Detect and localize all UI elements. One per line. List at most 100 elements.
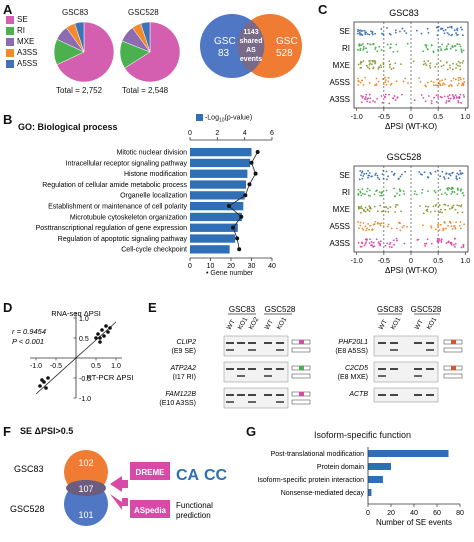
c-gsc83-dot xyxy=(361,95,364,98)
c-gsc528-dot xyxy=(445,242,448,244)
c-gsc83-dot xyxy=(380,95,383,97)
c-gsc528-dot xyxy=(447,177,450,180)
c-gsc528-dot xyxy=(367,222,369,225)
c-gsc83-dot xyxy=(446,95,449,98)
c-gsc83-dot xyxy=(450,34,453,37)
c-gsc528-dot xyxy=(364,242,367,245)
legend-item-ri: RI xyxy=(6,25,46,36)
c-gsc83-dot xyxy=(456,28,458,31)
e-band xyxy=(426,342,434,344)
c-gsc83-dot xyxy=(365,64,368,67)
d-y-tick-label: 1.0 xyxy=(79,316,89,323)
pie1-total: Total = 2,752 xyxy=(56,86,103,95)
go-dot xyxy=(243,193,248,198)
c-gsc83-dot xyxy=(451,46,454,49)
venn-diagram: GSC 83 GSC 528 1143 shared AS events xyxy=(200,14,302,78)
legend-swatch xyxy=(6,15,14,24)
c-gsc528-dot xyxy=(460,246,463,249)
c-gsc528-dot xyxy=(374,174,376,176)
e-band xyxy=(226,349,234,351)
c-gsc83-dot xyxy=(462,93,465,96)
c-gsc83-dot xyxy=(442,64,445,67)
c-gsc528-dot xyxy=(388,243,391,246)
e-band xyxy=(237,342,245,344)
legend-item-a3ss: A3SS xyxy=(6,47,46,58)
c-gsc83-dot xyxy=(427,31,430,34)
go-top-tick-label: 0 xyxy=(188,130,192,137)
c-gsc528-dot xyxy=(459,169,461,172)
legend-swatch xyxy=(6,37,14,46)
c-gsc528-dot xyxy=(368,189,371,192)
c-gsc83-dot xyxy=(380,66,383,69)
c-gsc528-dot xyxy=(459,189,462,192)
c-gsc528-dot xyxy=(454,245,456,248)
c-gsc528-dot xyxy=(438,211,440,214)
c-gsc83-dot xyxy=(388,60,391,63)
c-gsc528-dot xyxy=(397,177,400,180)
c-gsc528-dot xyxy=(364,225,367,228)
c-gsc83-dot xyxy=(418,77,421,79)
c-gsc528-dot xyxy=(372,223,375,226)
e-band xyxy=(276,394,284,396)
c-gsc83-dot xyxy=(452,77,455,80)
c-gsc528-dot xyxy=(385,170,388,173)
d-xlabel: RT-PCR ΔPSI xyxy=(87,373,134,382)
c-gsc528-dot xyxy=(360,194,363,197)
go-bottom-tick-label: 20 xyxy=(227,263,235,270)
d-point xyxy=(46,376,50,380)
c-gsc83-dot xyxy=(424,100,427,103)
c-gsc528-dot xyxy=(459,221,462,223)
e-band xyxy=(226,394,234,396)
e-band xyxy=(248,394,256,396)
c-gsc528-dot xyxy=(441,170,444,173)
c-gsc83-dot xyxy=(451,93,454,96)
c-gsc83-dot xyxy=(429,66,432,69)
c-gsc528-dot xyxy=(440,238,443,241)
c-gsc83-dot xyxy=(453,29,456,32)
c-gsc528-dot xyxy=(451,172,454,175)
c-gsc83-dot xyxy=(432,51,435,54)
c-gsc83-dot xyxy=(455,63,458,66)
dot-legend-text: Gene number xyxy=(210,270,254,277)
f-arrow-down xyxy=(110,494,128,510)
c-gsc83-dot xyxy=(357,77,360,80)
c-gsc83-dot xyxy=(356,32,359,35)
e-lane-label: WT xyxy=(378,319,389,331)
c-gsc528-dot xyxy=(369,206,372,209)
c-gsc528-dot xyxy=(421,191,423,194)
c-gsc83-dot xyxy=(374,48,377,50)
c-gsc528-dot xyxy=(361,207,363,210)
c-gsc528-dot xyxy=(462,244,465,247)
c-gsc83-dot xyxy=(360,30,363,32)
c-gsc528-dot xyxy=(433,189,436,192)
legend-swatch xyxy=(6,48,14,57)
legend-label: MXE xyxy=(17,37,35,46)
g-category-label: Nonsense-mediated decay xyxy=(281,490,365,497)
c-gsc528-dot xyxy=(441,211,443,214)
c-gsc528-row-label: A3SS xyxy=(330,239,350,248)
c-gsc83-dot xyxy=(405,32,408,35)
c-gsc528-dot xyxy=(419,205,421,207)
c-gsc83-dot xyxy=(458,43,461,46)
c-gsc528-dot xyxy=(358,227,360,230)
c-gsc83-dot xyxy=(443,83,446,86)
c-gsc528-dot xyxy=(381,190,384,193)
c-gsc528-dot xyxy=(401,226,404,229)
c-gsc528-row-label: RI xyxy=(342,188,350,197)
c-gsc528-dot xyxy=(369,195,371,197)
go-bottom-tick-label: 10 xyxy=(207,263,215,270)
c-gsc528-dot xyxy=(396,239,398,242)
c-gsc83-dot xyxy=(455,97,458,99)
c-gsc83-dot xyxy=(361,29,364,32)
d-x-tick-label: 0.5 xyxy=(91,363,101,370)
c-gsc83-dot xyxy=(430,80,433,83)
bar-legend-swatch xyxy=(196,114,203,121)
e-band xyxy=(248,368,256,370)
c-gsc83-dot xyxy=(444,78,447,81)
d-point xyxy=(44,386,48,390)
go-dot-line xyxy=(228,151,258,250)
e-left-gene: CLIP2 xyxy=(177,339,197,346)
c-gsc83-dot xyxy=(388,102,391,105)
c-gsc83-dot xyxy=(448,33,450,36)
panel-a-legend: SE RI MXE A3SS A5SS xyxy=(6,14,46,69)
